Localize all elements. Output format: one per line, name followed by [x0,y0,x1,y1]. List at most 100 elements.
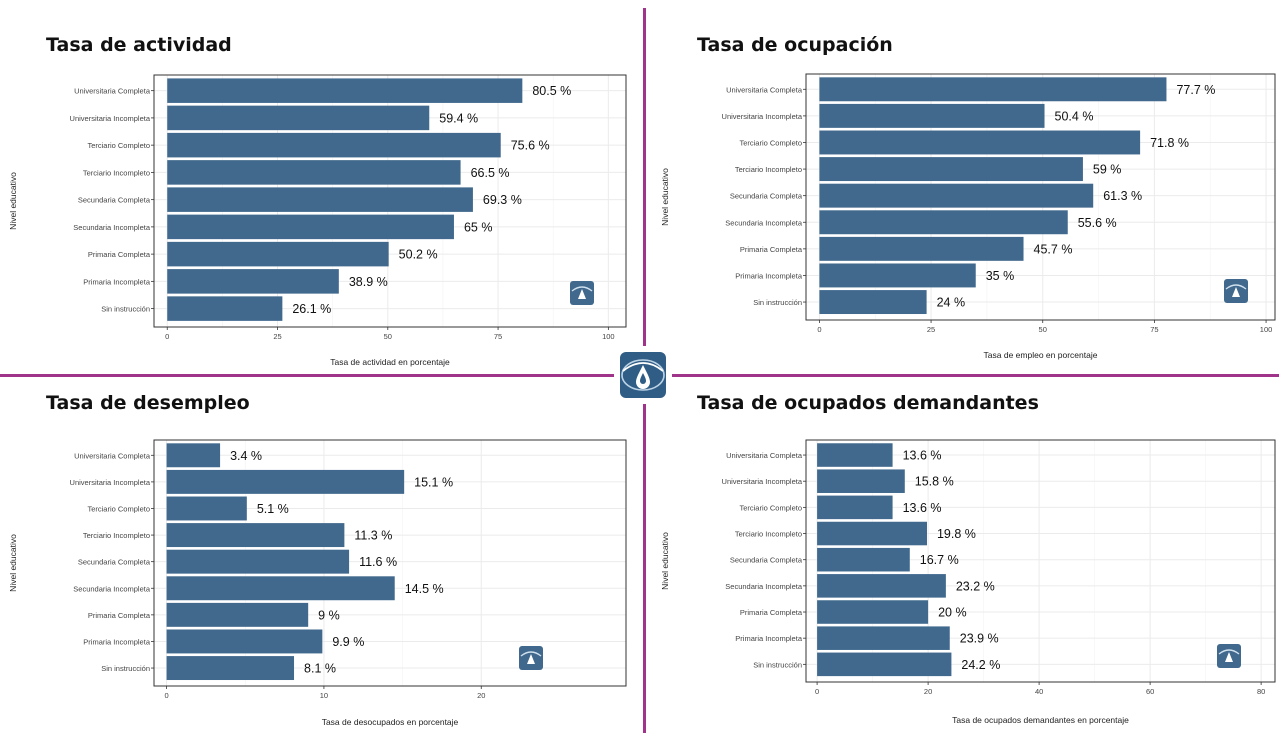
category-tick-label: Secundaria Completa [730,192,803,201]
bar-value-label: 13.6 % [903,501,942,515]
category-tick-label: Secundaria Incompleta [725,218,803,227]
bar-value-label: 26.1 % [292,302,331,316]
category-tick-label: Terciario Incompleto [735,165,802,174]
plot-border [153,74,627,328]
bar [819,130,1141,155]
x-tick-label: 75 [494,332,502,341]
bar [817,574,946,598]
category-tick-label: Sin instrucción [753,298,802,307]
bar [166,629,323,654]
category-tick-label: Secundaria Incompleta [73,584,151,593]
water-drop-logo-icon [519,646,543,670]
category-tick-label: Primaria Completa [88,611,151,620]
x-axis-title: Tasa de actividad en porcentaje [330,357,450,367]
x-tick-label: 0 [165,691,169,700]
bar-value-label: 11.6 % [359,555,397,569]
bar-value-label: 59.4 % [439,111,478,125]
bar [167,241,389,267]
bar-value-label: 75.6 % [511,139,550,153]
water-drop-logo-icon [620,352,666,398]
bar-value-label: 69.3 % [483,193,522,207]
x-tick-label: 75 [1150,325,1158,334]
chart-actividad: 80.5 % Universitaria Completa 59.4 % Univer… [8,74,627,367]
bar [167,214,454,240]
plot-border [805,439,1276,683]
category-tick-label: Terciario Incompleto [83,168,150,177]
bar [167,269,339,294]
bar-value-label: 9.9 % [332,635,364,649]
y-axis-title: Nivel educativo [8,172,18,230]
bar-value-label: 80.5 % [532,84,571,98]
bar-value-label: 14.5 % [405,582,444,596]
bar-value-label: 77.7 % [1176,83,1215,97]
bar [166,549,350,574]
x-tick-label: 100 [602,332,615,341]
bar [817,521,927,546]
bar [166,469,405,494]
bar [819,103,1045,128]
bar-value-label: 50.4 % [1055,109,1094,123]
bar [817,469,905,493]
bar-value-label: 15.1 % [414,475,453,489]
x-tick-label: 25 [927,325,935,334]
x-tick-label: 80 [1257,687,1265,696]
bar [819,183,1094,208]
bar [819,77,1167,102]
bar-value-label: 71.8 % [1150,136,1189,150]
bar-value-label: 23.9 % [960,632,999,646]
bar-value-label: 66.5 % [471,166,510,180]
category-tick-label: Primaria Incompleta [83,277,151,286]
x-axis-title: Tasa de desocupados en porcentaje [322,717,459,727]
bar-value-label: 35 % [986,269,1015,283]
category-tick-label: Primaria Incompleta [735,271,803,280]
bar-value-label: 15.8 % [915,475,954,489]
x-tick-label: 20 [924,687,932,696]
category-tick-label: Terciario Completo [739,503,802,512]
x-axis-title: Tasa de ocupados demandantes en porcenta… [952,715,1129,725]
bar-value-label: 16.7 % [920,553,959,567]
plot-border [805,73,1276,321]
chart-ocupacion: 77.7 % Universitaria Completa 50.4 % Univer… [660,73,1276,360]
x-tick-label: 0 [817,325,821,334]
x-tick-label: 20 [477,691,485,700]
bar [817,443,893,467]
bar [819,157,1083,182]
bar-value-label: 20 % [938,606,967,620]
category-tick-label: Universitaria Completa [726,451,803,460]
category-tick-label: Secundaria Incompleta [73,223,151,232]
y-axis-title: Nivel educativo [660,168,670,226]
bar-value-label: 5.1 % [257,502,289,516]
bar [167,132,501,158]
bar-value-label: 19.8 % [937,527,976,541]
category-tick-label: Terciario Incompleto [735,530,802,539]
bar-value-label: 61.3 % [1103,189,1142,203]
chart-title-ocupados-demandantes: Tasa de ocupados demandantes [697,392,1039,414]
bar-value-label: 38.9 % [349,275,388,289]
water-drop-logo-icon [1217,644,1241,668]
category-tick-label: Terciario Completo [87,141,150,150]
bar-value-label: 24 % [937,296,966,310]
category-tick-label: Secundaria Incompleta [725,582,803,591]
chart-title-ocupacion: Tasa de ocupación [697,34,893,56]
x-tick-label: 0 [815,687,819,696]
chart-title-actividad: Tasa de actividad [46,34,232,56]
x-tick-label: 50 [384,332,392,341]
category-tick-label: Primaria Incompleta [83,637,151,646]
bar [166,602,309,627]
category-tick-label: Universitaria Incompleta [722,112,803,121]
x-tick-label: 50 [1039,325,1047,334]
bar [817,626,950,650]
bar [167,105,430,131]
category-tick-label: Universitaria Incompleta [70,114,151,123]
category-tick-label: Sin instrucción [101,305,150,314]
category-tick-label: Primaria Completa [88,250,151,259]
bar-value-label: 8.1 % [304,662,336,676]
bar [166,656,295,681]
bar [167,78,523,103]
bar-value-label: 23.2 % [956,579,995,593]
y-axis-title: Nivel educativo [8,534,18,592]
category-tick-label: Primaria Completa [740,245,803,254]
bar [819,290,927,315]
bar [167,187,473,212]
y-axis-title: Nivel educativo [660,532,670,590]
